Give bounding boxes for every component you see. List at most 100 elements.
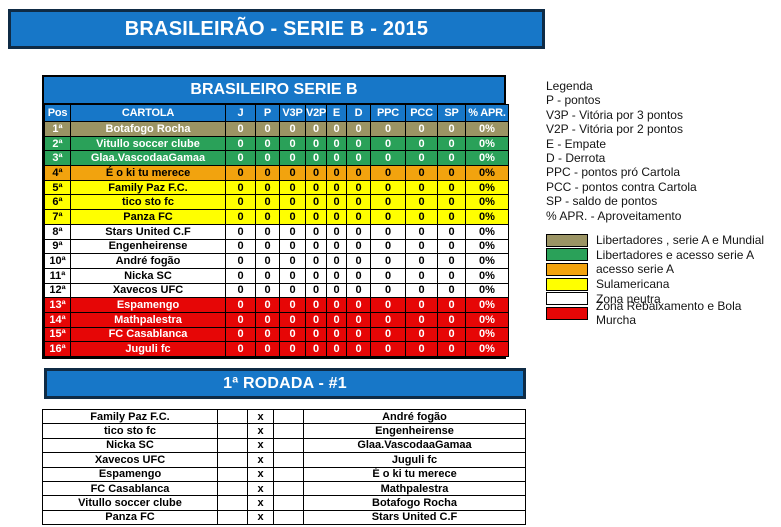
stat-cell[interactable]: 0 — [279, 253, 306, 269]
stat-cell[interactable]: 0 — [346, 179, 371, 196]
stat-cell[interactable]: 0 — [437, 121, 466, 137]
stat-cell[interactable]: 0% — [465, 311, 509, 328]
pos-cell[interactable]: 16ª — [44, 341, 71, 357]
stat-cell[interactable]: 0% — [465, 223, 509, 240]
away-team-cell[interactable]: Engenheirense — [303, 423, 526, 439]
stat-cell[interactable]: 0 — [346, 238, 371, 255]
stat-cell[interactable]: 0 — [225, 135, 256, 152]
stat-cell[interactable]: 0% — [465, 209, 509, 225]
stat-cell[interactable]: 0 — [346, 121, 371, 137]
stat-cell[interactable]: 0 — [437, 223, 466, 240]
stat-cell[interactable]: 0 — [279, 223, 306, 240]
stat-cell[interactable]: 0 — [437, 297, 466, 313]
team-cell[interactable]: Stars United C.F — [70, 223, 226, 240]
stat-cell[interactable]: 0 — [255, 135, 280, 152]
away-score-cell[interactable] — [273, 423, 304, 439]
stat-cell[interactable]: 0 — [370, 209, 406, 225]
pos-cell[interactable]: 4ª — [44, 165, 71, 181]
stat-cell[interactable]: 0 — [225, 209, 256, 225]
home-team-cell[interactable]: Panza FC — [42, 509, 218, 526]
stat-cell[interactable]: 0 — [437, 194, 466, 211]
stat-cell[interactable]: 0% — [465, 238, 509, 255]
col-header-pcc[interactable]: PCC — [405, 104, 438, 122]
stat-cell[interactable]: 0 — [370, 238, 406, 255]
stat-cell[interactable]: 0 — [346, 150, 371, 167]
stat-cell[interactable]: 0 — [370, 135, 406, 152]
stat-cell[interactable]: 0 — [405, 311, 438, 328]
stat-cell[interactable]: 0 — [279, 209, 306, 225]
stat-cell[interactable]: 0 — [305, 179, 327, 196]
home-score-cell[interactable] — [217, 452, 248, 468]
stat-cell[interactable]: 0 — [279, 311, 306, 328]
stat-cell[interactable]: 0 — [225, 194, 256, 211]
pos-cell[interactable]: 1ª — [44, 121, 71, 137]
stat-cell[interactable]: 0 — [346, 209, 371, 225]
team-cell[interactable]: tico sto fc — [70, 194, 226, 211]
stat-cell[interactable]: 0% — [465, 179, 509, 196]
away-team-cell[interactable]: Glaa.VascodaaGamaa — [303, 437, 526, 454]
col-header-sp[interactable]: SP — [437, 104, 466, 122]
stat-cell[interactable]: 0 — [225, 297, 256, 313]
stat-cell[interactable]: 0 — [405, 223, 438, 240]
stat-cell[interactable]: 0 — [255, 165, 280, 181]
stat-cell[interactable]: 0 — [437, 238, 466, 255]
stat-cell[interactable]: 0 — [370, 311, 406, 328]
away-score-cell[interactable] — [273, 466, 304, 482]
stat-cell[interactable]: 0 — [255, 179, 280, 196]
stat-cell[interactable]: 0 — [405, 238, 438, 255]
stat-cell[interactable]: 0 — [225, 179, 256, 196]
home-score-cell[interactable] — [217, 423, 248, 439]
col-header-v2p[interactable]: V2P — [305, 104, 327, 122]
stat-cell[interactable]: 0 — [225, 341, 256, 357]
stat-cell[interactable]: 0% — [465, 267, 509, 284]
stat-cell[interactable]: 0 — [305, 165, 327, 181]
stat-cell[interactable]: 0 — [346, 267, 371, 284]
stat-cell[interactable]: 0 — [225, 253, 256, 269]
pos-cell[interactable]: 2ª — [44, 135, 71, 152]
stat-cell[interactable]: 0 — [255, 194, 280, 211]
away-team-cell[interactable]: Juguli fc — [303, 452, 526, 468]
stat-cell[interactable]: 0 — [437, 253, 466, 269]
team-cell[interactable]: André fogão — [70, 253, 226, 269]
stat-cell[interactable]: 0 — [225, 150, 256, 167]
stat-cell[interactable]: 0 — [405, 282, 438, 299]
stat-cell[interactable]: 0 — [255, 238, 280, 255]
team-cell[interactable]: Glaa.VascodaaGamaa — [70, 150, 226, 167]
stat-cell[interactable]: 0 — [405, 253, 438, 269]
stat-cell[interactable]: 0 — [279, 121, 306, 137]
stat-cell[interactable]: 0 — [346, 326, 371, 343]
stat-cell[interactable]: 0% — [465, 326, 509, 343]
stat-cell[interactable]: 0 — [437, 209, 466, 225]
stat-cell[interactable]: 0 — [279, 297, 306, 313]
stat-cell[interactable]: 0 — [326, 267, 347, 284]
stat-cell[interactable]: 0 — [370, 179, 406, 196]
stat-cell[interactable]: 0 — [437, 135, 466, 152]
stat-cell[interactable]: 0 — [346, 223, 371, 240]
stat-cell[interactable]: 0 — [326, 282, 347, 299]
stat-cell[interactable]: 0 — [279, 282, 306, 299]
home-team-cell[interactable]: Espamengo — [42, 466, 218, 482]
home-team-cell[interactable]: Family Paz F.C. — [42, 408, 218, 425]
team-cell[interactable]: Vitullo soccer clube — [70, 135, 226, 152]
away-team-cell[interactable]: Botafogo Rocha — [303, 495, 526, 511]
stat-cell[interactable]: 0 — [305, 238, 327, 255]
home-team-cell[interactable]: Vitullo soccer clube — [42, 495, 218, 511]
stat-cell[interactable]: 0 — [305, 326, 327, 343]
team-cell[interactable]: FC Casablanca — [70, 326, 226, 343]
team-cell[interactable]: Nicka SC — [70, 267, 226, 284]
stat-cell[interactable]: 0% — [465, 341, 509, 357]
home-team-cell[interactable]: Xavecos UFC — [42, 452, 218, 468]
stat-cell[interactable]: 0 — [225, 238, 256, 255]
stat-cell[interactable]: 0 — [370, 297, 406, 313]
stat-cell[interactable]: 0 — [437, 179, 466, 196]
stat-cell[interactable]: 0 — [326, 223, 347, 240]
pos-cell[interactable]: 14ª — [44, 311, 71, 328]
team-cell[interactable]: Juguli fc — [70, 341, 226, 357]
stat-cell[interactable]: 0 — [225, 282, 256, 299]
stat-cell[interactable]: 0 — [305, 311, 327, 328]
stat-cell[interactable]: 0 — [405, 267, 438, 284]
stat-cell[interactable]: 0 — [255, 121, 280, 137]
stat-cell[interactable]: 0 — [279, 267, 306, 284]
stat-cell[interactable]: 0 — [370, 267, 406, 284]
stat-cell[interactable]: 0 — [370, 165, 406, 181]
